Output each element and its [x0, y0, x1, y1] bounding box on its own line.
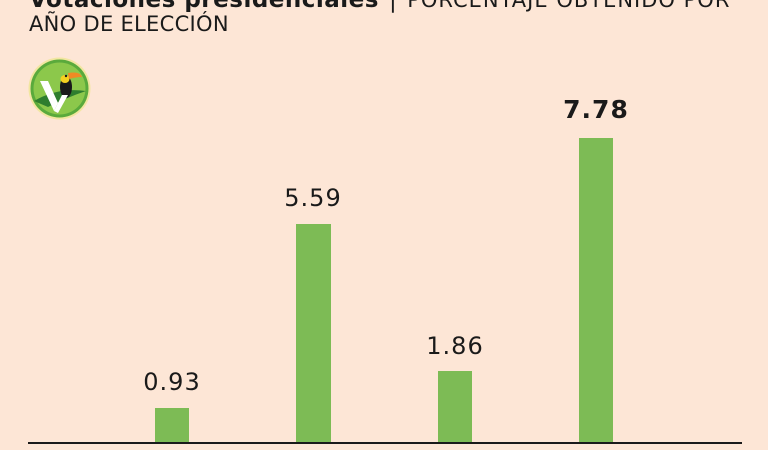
bar-2 [296, 224, 331, 443]
toucan-logo-icon [28, 57, 91, 120]
title-separator: | [388, 0, 398, 13]
bar-4 [579, 138, 613, 443]
x-axis-baseline [28, 442, 742, 444]
chart-title: Votaciones presidenciales [29, 0, 379, 13]
bar-value-label: 1.86 [426, 332, 484, 360]
chart-subtitle: PORCENTAJE OBTENIDO POR [407, 0, 731, 12]
chart-title-line1: Votaciones presidenciales | PORCENTAJE OBT… [29, 0, 730, 13]
bar-value-label: 0.93 [143, 368, 201, 396]
bar-value-label: 5.59 [284, 184, 342, 212]
bar-3 [438, 371, 472, 443]
bar-value-label-highlight: 7.78 [563, 95, 629, 124]
bar-1 [155, 408, 189, 443]
chart-subtitle-line2: AÑO DE ELECCIÓN [29, 12, 229, 36]
